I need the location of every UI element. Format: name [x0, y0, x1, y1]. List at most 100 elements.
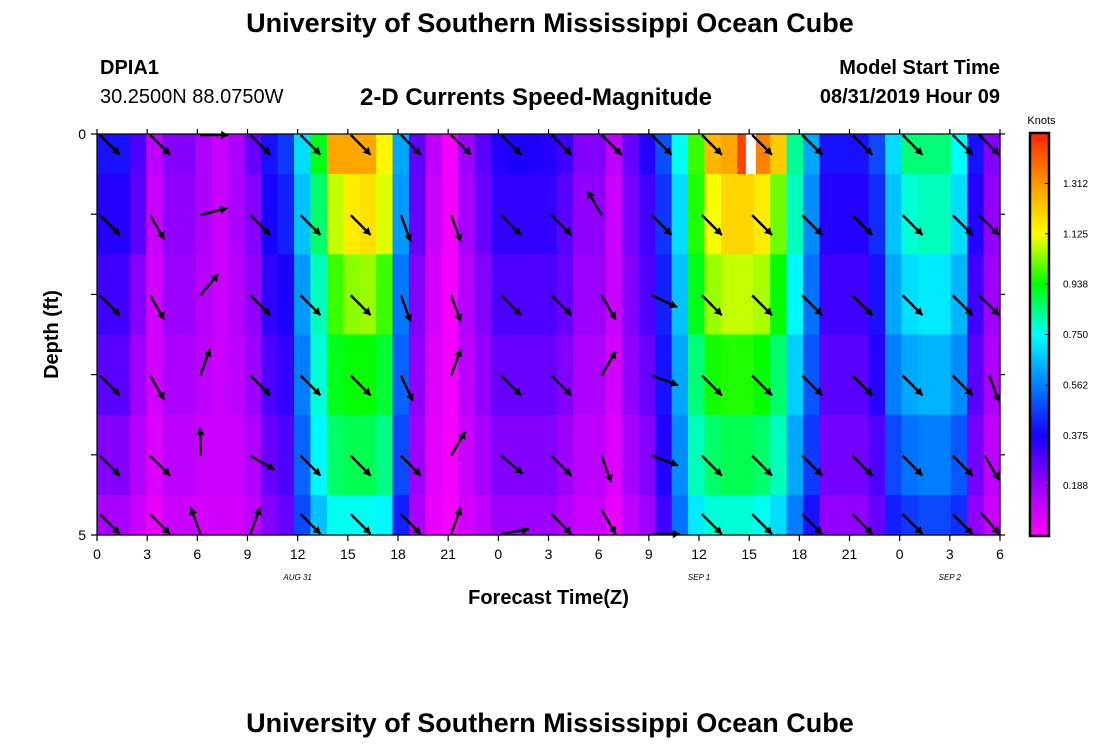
heatmap-cell: [753, 254, 771, 336]
heatmap-cell: [376, 414, 394, 496]
heatmap-cell: [934, 494, 952, 536]
heatmap-cell: [97, 414, 115, 496]
heatmap-cell: [868, 134, 886, 175]
heatmap-cell: [655, 414, 673, 496]
heatmap-cell: [819, 334, 837, 416]
missing-data-cell: [745, 134, 756, 175]
heatmap-cell: [835, 134, 853, 175]
current-arrow: [196, 427, 205, 456]
x-tick-label: 6: [193, 546, 201, 562]
heatmap-cell: [967, 254, 985, 336]
current-arrow: [500, 214, 522, 236]
missing-data-gap: [745, 134, 756, 175]
heatmap-cell: [589, 254, 607, 336]
current-arrow: [751, 294, 773, 317]
current-arrow: [701, 294, 723, 317]
heatmap-cell: [458, 494, 476, 536]
heatmap-cell: [950, 334, 968, 416]
current-arrow: [99, 294, 121, 317]
heatmap-cell: [704, 174, 722, 255]
current-arrow: [651, 529, 680, 539]
current-vector-arrows: [99, 130, 1001, 539]
y-tick-label: 0: [78, 126, 86, 142]
heatmap-cell: [573, 134, 591, 175]
heatmap-cell: [359, 174, 377, 255]
heatmap-cell: [244, 174, 262, 255]
heatmap-cell: [868, 414, 886, 496]
heatmap-cell: [261, 174, 279, 255]
x-tick-label: 21: [842, 546, 858, 562]
heatmap-cell: [261, 494, 279, 536]
current-arrow: [751, 513, 773, 535]
heatmap-cell: [802, 174, 820, 255]
heatmap-cell: [688, 494, 706, 536]
heatmap-cell: [589, 174, 607, 255]
heatmap-cell: [277, 494, 295, 536]
heatmap-cell: [277, 174, 295, 255]
heatmap-cell: [638, 334, 656, 416]
heatmap-cell: [179, 414, 197, 496]
heatmap-cell: [917, 174, 935, 255]
heatmap-cell: [786, 414, 804, 496]
current-arrow: [550, 214, 573, 236]
current-arrow: [600, 294, 617, 321]
heatmap-cell: [458, 174, 476, 255]
heatmap-cell: [310, 414, 328, 496]
colorbar-tick-label: 0.938: [1063, 279, 1088, 290]
heatmap-cell: [540, 254, 558, 336]
heatmap-cell: [967, 134, 985, 175]
heatmap-cell: [868, 174, 886, 255]
current-arrow: [99, 134, 121, 156]
current-arrow: [901, 214, 924, 236]
heatmap-cell: [950, 254, 968, 336]
heatmap-cell: [408, 414, 426, 496]
heatmap-cell: [786, 334, 804, 416]
heatmap-cell: [934, 334, 952, 416]
heatmap-cell: [540, 414, 558, 496]
current-arrow: [399, 375, 414, 402]
heatmap-cell: [720, 254, 738, 336]
x-tick-label: 15: [340, 546, 356, 562]
heatmap-cell: [326, 254, 344, 336]
heatmap-cell: [901, 134, 919, 175]
heatmap-cell: [425, 254, 443, 336]
heatmap-cell: [720, 174, 738, 255]
current-arrow: [801, 214, 823, 236]
current-arrow: [500, 294, 522, 317]
date-label: SEP 2: [939, 573, 962, 582]
heatmap-cell: [852, 414, 870, 496]
heatmap-cell: [917, 334, 935, 416]
heatmap-cell: [885, 254, 903, 336]
current-arrow: [983, 455, 1001, 481]
heatmap-cell: [507, 174, 525, 255]
heatmap-cell: [720, 414, 738, 496]
current-arrow: [701, 513, 723, 535]
heatmap-cell: [983, 174, 1001, 255]
heatmap-cell: [901, 414, 919, 496]
heatmap-cell: [688, 414, 706, 496]
heatmap-cell: [326, 494, 344, 536]
heatmap-cell: [523, 254, 541, 336]
heatmap-cell: [294, 334, 312, 416]
model-start-value: 08/31/2019 Hour 09: [819, 86, 1000, 108]
current-arrow: [450, 214, 463, 242]
current-arrow: [951, 513, 974, 535]
heatmap-cell: [392, 174, 410, 255]
heatmap-cell: [343, 134, 361, 175]
model-start-label: Model Start Time: [839, 57, 1000, 79]
heatmap-cell: [228, 254, 246, 336]
current-arrow: [99, 214, 121, 236]
heatmap-cell: [376, 134, 394, 175]
current-arrow: [951, 134, 974, 156]
current-arrow: [501, 526, 530, 536]
current-arrow: [978, 214, 1000, 236]
heatmap-cell: [408, 254, 426, 336]
current-arrow: [450, 507, 463, 535]
heatmap-cell: [622, 254, 640, 336]
x-axis-label: Forecast Time(Z): [468, 587, 629, 609]
current-arrow: [500, 454, 524, 475]
current-arrow: [399, 294, 413, 323]
current-arrow: [400, 134, 422, 156]
heatmap-cell: [786, 174, 804, 255]
current-arrow: [651, 454, 679, 467]
